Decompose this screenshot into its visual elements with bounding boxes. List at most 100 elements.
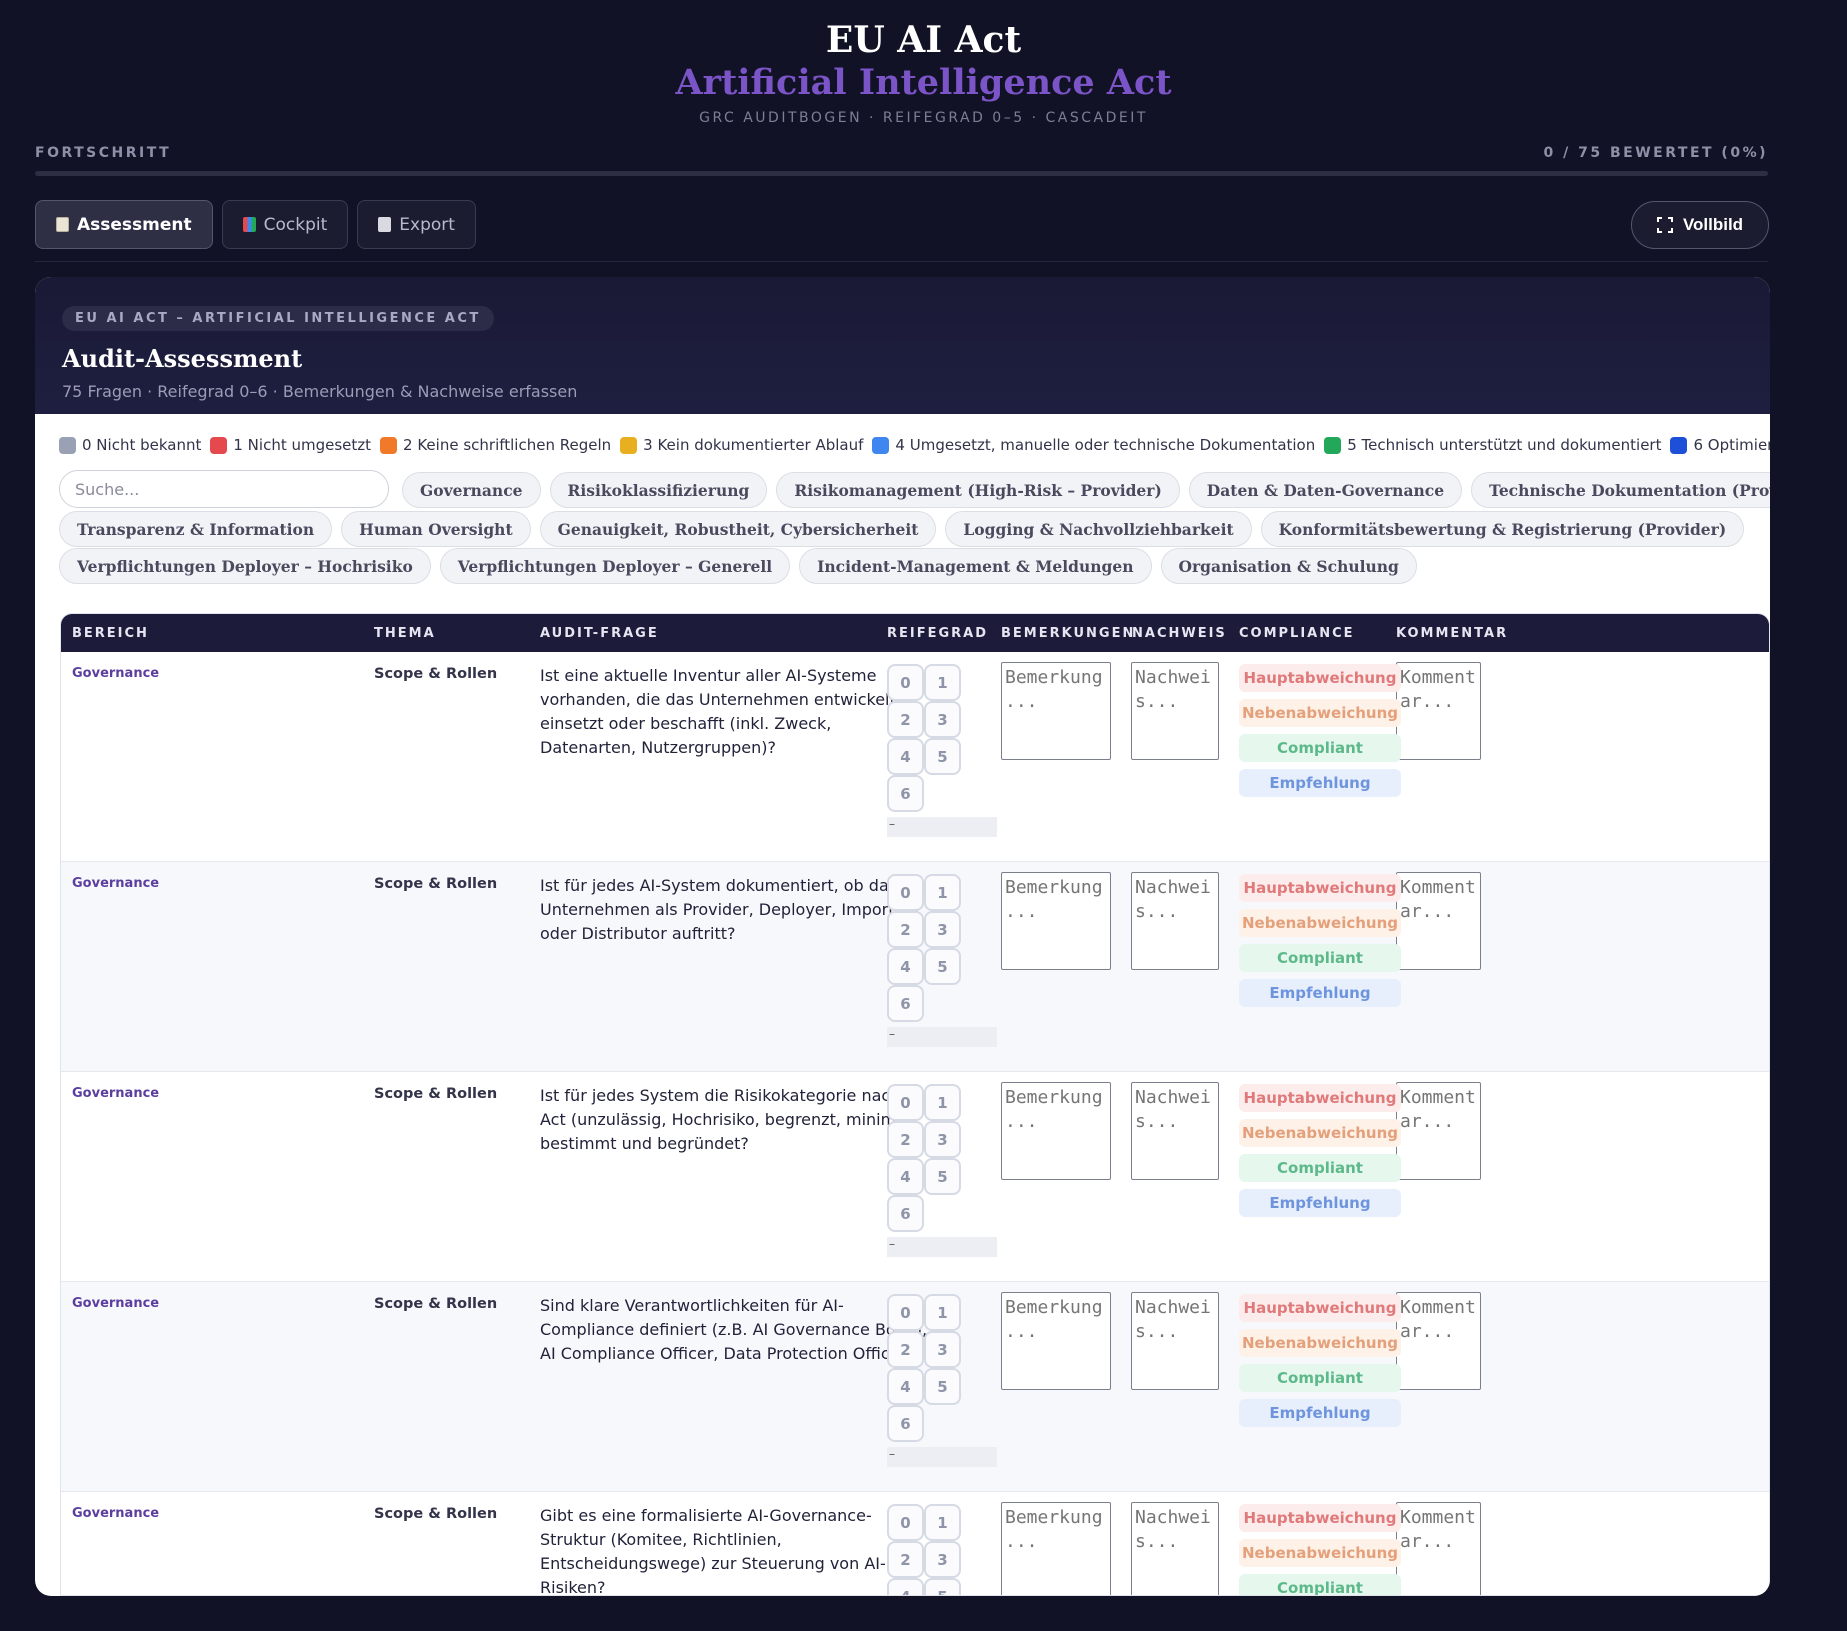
reifegrad-option-5[interactable]: 5 <box>924 1368 961 1405</box>
reifegrad-option-1[interactable]: 1 <box>924 1084 961 1121</box>
filter-chip[interactable]: Verpflichtungen Deployer – Hochrisiko <box>59 548 431 584</box>
legend-label: 0 Nicht bekannt <box>82 436 202 454</box>
compliant-button[interactable]: Compliant <box>1239 944 1401 972</box>
cell-bereich: Governance <box>72 876 160 891</box>
filter-chip[interactable]: Konformitätsbewertung & Registrierung (P… <box>1260 511 1745 547</box>
kommentar-input[interactable] <box>1396 872 1481 970</box>
reifegrad-option-0[interactable]: 0 <box>887 1084 924 1121</box>
reifegrad-option-0[interactable]: 0 <box>887 1504 924 1541</box>
nachweis-input[interactable] <box>1131 1292 1219 1390</box>
filter-chip[interactable]: Verpflichtungen Deployer – Generell <box>439 548 791 584</box>
reifegrad-option-1[interactable]: 1 <box>924 1504 961 1541</box>
nachweis-input[interactable] <box>1131 872 1219 970</box>
filter-chip[interactable]: Technische Dokumentation (Provider) <box>1471 472 1770 508</box>
reifegrad-option-6[interactable]: 6 <box>887 775 924 812</box>
reifegrad-option-5[interactable]: 5 <box>924 948 961 985</box>
hauptabweichung-button[interactable]: Hauptabweichung <box>1239 664 1401 692</box>
legend-swatch <box>1324 436 1342 454</box>
bemerkung-input[interactable] <box>1001 662 1111 760</box>
empfehlung-button[interactable]: Empfehlung <box>1239 769 1401 797</box>
filter-chip[interactable]: Risikomanagement (High-Risk – Provider) <box>776 472 1180 508</box>
hauptabweichung-button[interactable]: Hauptabweichung <box>1239 1294 1401 1322</box>
reifegrad-option-2[interactable]: 2 <box>887 1331 924 1368</box>
nebenabweichung-button[interactable]: Nebenabweichung <box>1239 1539 1401 1567</box>
compliant-button[interactable]: Compliant <box>1239 1574 1401 1595</box>
nachweis-input[interactable] <box>1131 1082 1219 1180</box>
reifegrad-option-0[interactable]: 0 <box>887 874 924 911</box>
nebenabweichung-button[interactable]: Nebenabweichung <box>1239 699 1401 727</box>
reifegrad-option-1[interactable]: 1 <box>924 664 961 701</box>
compliant-button[interactable]: Compliant <box>1239 734 1401 762</box>
filter-chip[interactable]: Logging & Nachvollziehbarkeit <box>945 511 1252 547</box>
legend-swatch <box>59 436 76 454</box>
reifegrad-option-2[interactable]: 2 <box>887 1121 924 1158</box>
compliant-button[interactable]: Compliant <box>1239 1364 1401 1392</box>
tab-assessment[interactable]: Assessment <box>35 200 213 249</box>
reifegrad-option-2[interactable]: 2 <box>887 701 924 738</box>
search-input[interactable] <box>59 470 389 508</box>
compliant-button[interactable]: Compliant <box>1239 1154 1401 1182</box>
nebenabweichung-button[interactable]: Nebenabweichung <box>1239 909 1401 937</box>
kommentar-input[interactable] <box>1396 1292 1481 1390</box>
tab-export[interactable]: Export <box>357 200 476 249</box>
kommentar-input[interactable] <box>1396 1502 1481 1595</box>
reifegrad-option-3[interactable]: 3 <box>924 1331 961 1368</box>
filter-chip[interactable]: Human Oversight <box>341 511 531 547</box>
kommentar-input[interactable] <box>1396 662 1481 760</box>
cell-audit-frage: Ist für jedes System die Risikokategorie… <box>540 1086 922 1153</box>
cell-audit-frage: Ist für jedes AI-System dokumentiert, ob… <box>540 876 922 943</box>
hauptabweichung-button[interactable]: Hauptabweichung <box>1239 1504 1401 1532</box>
empfehlung-button[interactable]: Empfehlung <box>1239 1399 1401 1427</box>
reifegrad-option-0[interactable]: 0 <box>887 664 924 701</box>
reifegrad-option-6[interactable]: 6 <box>887 985 924 1022</box>
cell-audit-frage: Ist eine aktuelle Inventur aller AI-Syst… <box>540 666 901 757</box>
bemerkung-input[interactable] <box>1001 1082 1111 1180</box>
fullscreen-button[interactable]: Vollbild <box>1631 201 1769 249</box>
reifegrad-option-2[interactable]: 2 <box>887 1541 924 1578</box>
nachweis-input[interactable] <box>1131 662 1219 760</box>
tab-cockpit[interactable]: Cockpit <box>221 200 349 249</box>
reifegrad-option-3[interactable]: 3 <box>924 911 961 948</box>
reifegrad-option-5[interactable]: 5 <box>924 738 961 775</box>
hauptabweichung-button[interactable]: Hauptabweichung <box>1239 1084 1401 1112</box>
kommentar-input[interactable] <box>1396 1082 1481 1180</box>
filter-chip[interactable]: Governance <box>402 472 541 508</box>
progress-status: 0 / 75 BEWERTET (0%) <box>1543 145 1768 161</box>
filter-chip[interactable]: Transparenz & Information <box>59 511 333 547</box>
filter-chip[interactable]: Genauigkeit, Robustheit, Cybersicherheit <box>539 511 937 547</box>
reifegrad-option-3[interactable]: 3 <box>924 1541 961 1578</box>
reifegrad-option-3[interactable]: 3 <box>924 1121 961 1158</box>
reifegrad-option-0[interactable]: 0 <box>887 1294 924 1331</box>
nebenabweichung-button[interactable]: Nebenabweichung <box>1239 1329 1401 1357</box>
reifegrad-option-5[interactable]: 5 <box>924 1158 961 1195</box>
nachweis-input[interactable] <box>1131 1502 1219 1595</box>
bemerkung-input[interactable] <box>1001 1292 1111 1390</box>
reifegrad-option-3[interactable]: 3 <box>924 701 961 738</box>
bemerkung-input[interactable] <box>1001 872 1111 970</box>
maturity-legend: 0 Nicht bekannt 1 Nicht umgesetzt 2 Keine … <box>59 436 1770 454</box>
reifegrad-option-4[interactable]: 4 <box>887 738 924 775</box>
reifegrad-option-6[interactable]: 6 <box>887 1195 924 1232</box>
nebenabweichung-button[interactable]: Nebenabweichung <box>1239 1119 1401 1147</box>
hauptabweichung-button[interactable]: Hauptabweichung <box>1239 874 1401 902</box>
reifegrad-option-4[interactable]: 4 <box>887 1368 924 1405</box>
reifegrad-option-5[interactable]: 5 <box>924 1578 961 1595</box>
bemerkung-input[interactable] <box>1001 1502 1111 1595</box>
filter-chip[interactable]: Incident-Management & Meldungen <box>799 548 1152 584</box>
reifegrad-option-6[interactable]: 6 <box>887 1405 924 1442</box>
th-compliance: COMPLIANCE <box>1239 626 1355 641</box>
empfehlung-button[interactable]: Empfehlung <box>1239 1189 1401 1217</box>
reifegrad-value: – <box>887 1237 997 1257</box>
reifegrad-option-4[interactable]: 4 <box>887 1578 924 1595</box>
reifegrad-option-1[interactable]: 1 <box>924 874 961 911</box>
reifegrad-option-1[interactable]: 1 <box>924 1294 961 1331</box>
filter-chip[interactable]: Organisation & Schulung <box>1160 548 1417 584</box>
reifegrad-option-4[interactable]: 4 <box>887 1158 924 1195</box>
reifegrad-option-4[interactable]: 4 <box>887 948 924 985</box>
empfehlung-button[interactable]: Empfehlung <box>1239 979 1401 1007</box>
filter-chip[interactable]: Daten & Daten-Governance <box>1188 472 1463 508</box>
tab-label: Cockpit <box>263 214 328 235</box>
table-row: Governance Scope & Rollen Sind klare Veran… <box>61 1282 1769 1492</box>
filter-chip[interactable]: Risikoklassifizierung <box>549 472 768 508</box>
reifegrad-option-2[interactable]: 2 <box>887 911 924 948</box>
